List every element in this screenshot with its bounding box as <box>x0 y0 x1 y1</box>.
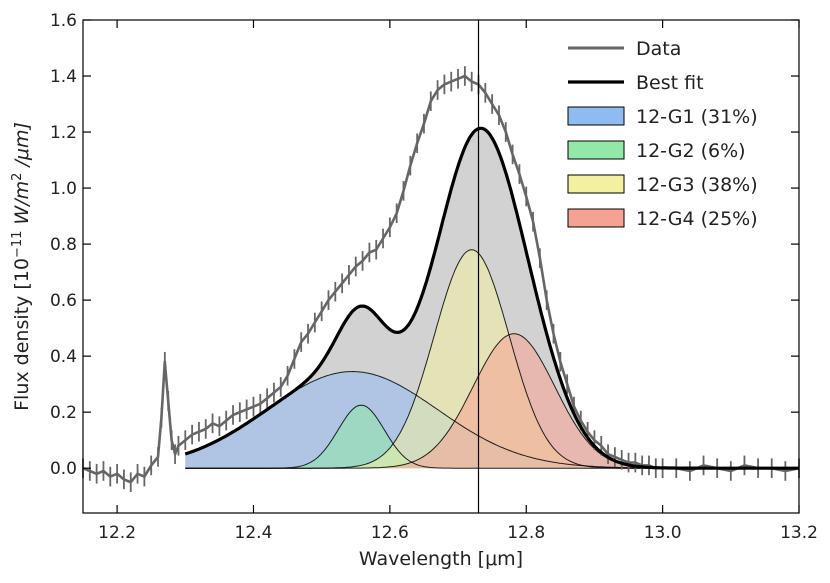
y-tick-label: 1.6 <box>50 11 77 31</box>
legend-swatch-patch <box>567 106 625 126</box>
axis-ticks: 12.2 12.4 12.6 12.8 13.0 13.2 0.0 0.2 0.4 0.6 0.8 1… <box>50 11 818 543</box>
legend-label: 12-G3 (38%) <box>636 174 758 196</box>
y-axis-title-exponent: −11 <box>10 231 25 258</box>
y-tick-label: 1.2 <box>50 123 77 143</box>
best-fit-series <box>184 126 799 470</box>
y-tick-label: 1.4 <box>50 67 77 87</box>
x-axis-title: Wavelength [μm] <box>359 548 523 570</box>
y-axis-title: Flux density [10−11 W/m2 /μm] <box>10 122 34 411</box>
y-tick-label: 1.0 <box>50 179 77 199</box>
y-tick-label: 0.6 <box>50 291 77 311</box>
legend-swatch-patch <box>567 208 625 228</box>
x-tick-label: 12.2 <box>98 523 136 543</box>
plot-frame <box>82 19 800 514</box>
y-tick-label: 0.0 <box>50 459 77 479</box>
x-tick-label: 12.6 <box>371 523 409 543</box>
legend-label: Best fit <box>636 72 704 94</box>
legend-label: 12-G2 (6%) <box>636 140 746 162</box>
y-axis-title-suffix: /μm] <box>11 122 33 172</box>
x-tick-label: 13.2 <box>780 523 818 543</box>
legend-swatch-patch <box>567 174 625 194</box>
x-tick-label: 12.4 <box>235 523 273 543</box>
y-axis-title-exponent-2: 2 <box>10 173 25 181</box>
component-fill-4 <box>185 333 800 469</box>
data-line <box>82 74 800 484</box>
legend-label: Data <box>636 38 681 60</box>
component-fill-2 <box>185 405 800 469</box>
component-fills <box>185 128 800 469</box>
best-fit-line <box>184 126 799 470</box>
y-tick-label: 0.8 <box>50 235 77 255</box>
y-axis-title-prefix: Flux density [10 <box>11 258 33 411</box>
x-tick-label: 13.0 <box>644 523 682 543</box>
y-tick-label: 0.2 <box>50 403 77 423</box>
legend-label: 12-G4 (25%) <box>636 208 758 230</box>
legend-swatch-patch <box>567 140 625 160</box>
legend: Data Best fit 12-G1 (31%) 12-G2 (6%) 12-G3 (… <box>567 38 758 230</box>
y-tick-label: 0.4 <box>50 347 77 367</box>
y-axis-title-unit: W/m <box>11 181 33 231</box>
legend-label: 12-G1 (31%) <box>636 106 758 128</box>
x-tick-label: 12.8 <box>507 523 545 543</box>
